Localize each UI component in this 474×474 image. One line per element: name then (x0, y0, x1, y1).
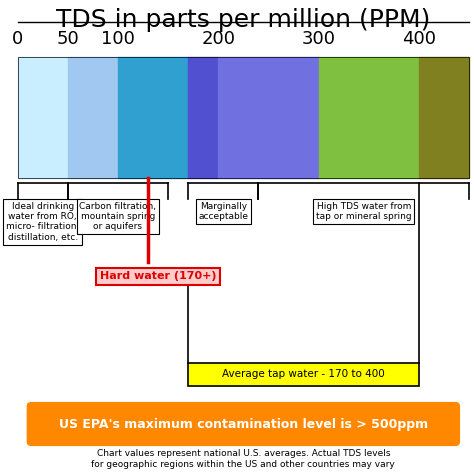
Text: Marginally
acceptable: Marginally acceptable (198, 201, 248, 221)
Bar (68, 57, 118, 178)
Text: 300: 300 (301, 30, 336, 48)
Text: 50: 50 (56, 30, 79, 48)
Text: US EPA's maximum contamination level is > 500ppm: US EPA's maximum contamination level is … (59, 418, 428, 431)
Bar (188, 363, 419, 385)
Bar (18, 57, 469, 178)
Text: 0: 0 (12, 30, 23, 48)
Text: Hard water (170+): Hard water (170+) (100, 272, 216, 282)
Bar (188, 57, 218, 178)
Bar (319, 57, 419, 178)
Text: Ideal drinking
water from RO,
micro- filtration,
distillation, etc.: Ideal drinking water from RO, micro- fil… (6, 201, 79, 242)
Bar (118, 57, 188, 178)
Text: High TDS water from
tap or mineral spring: High TDS water from tap or mineral sprin… (316, 201, 411, 221)
Bar (18, 57, 68, 178)
Text: Chart values represent national U.S. averages. Actual TDS levels
for geographic : Chart values represent national U.S. ave… (91, 449, 395, 469)
Text: 400: 400 (402, 30, 436, 48)
Text: 200: 200 (201, 30, 235, 48)
Bar (218, 57, 319, 178)
Text: TDS in parts per million (PPM): TDS in parts per million (PPM) (56, 9, 430, 32)
Bar (419, 57, 469, 178)
Text: Average tap water - 170 to 400: Average tap water - 170 to 400 (222, 369, 385, 379)
Text: Carbon filtration,
mountain spring
or aquifers: Carbon filtration, mountain spring or aq… (80, 201, 156, 231)
FancyBboxPatch shape (27, 402, 460, 446)
Text: 100: 100 (101, 30, 135, 48)
